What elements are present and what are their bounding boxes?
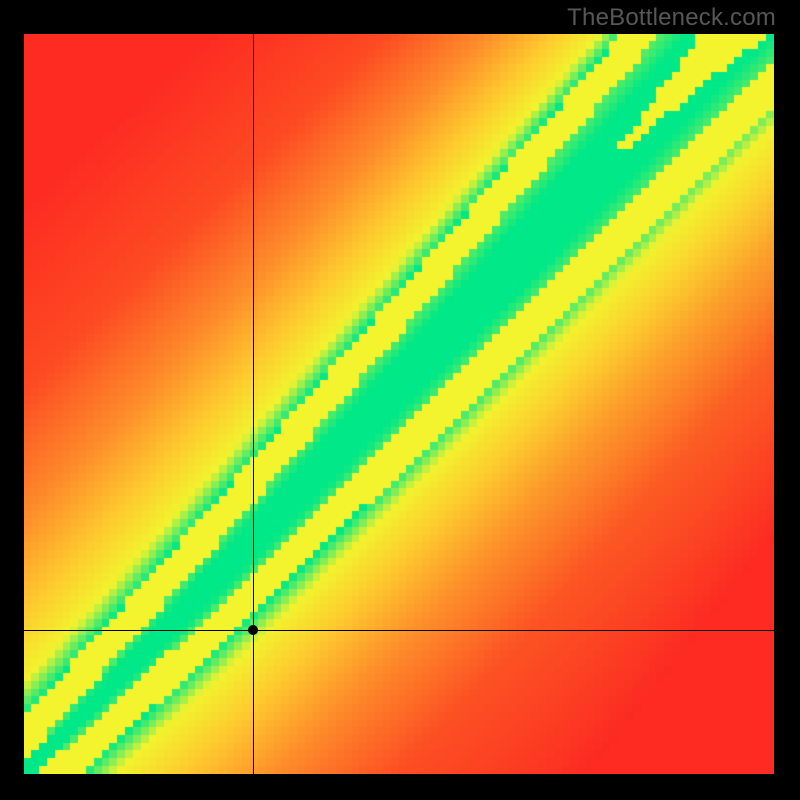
heatmap-plot: [24, 34, 774, 774]
chart-container: TheBottleneck.com: [0, 0, 800, 800]
crosshair-horizontal: [24, 630, 774, 631]
attribution-text: TheBottleneck.com: [567, 4, 776, 32]
data-point-marker: [248, 625, 258, 635]
heatmap-canvas: [24, 34, 774, 774]
crosshair-vertical: [253, 34, 254, 774]
